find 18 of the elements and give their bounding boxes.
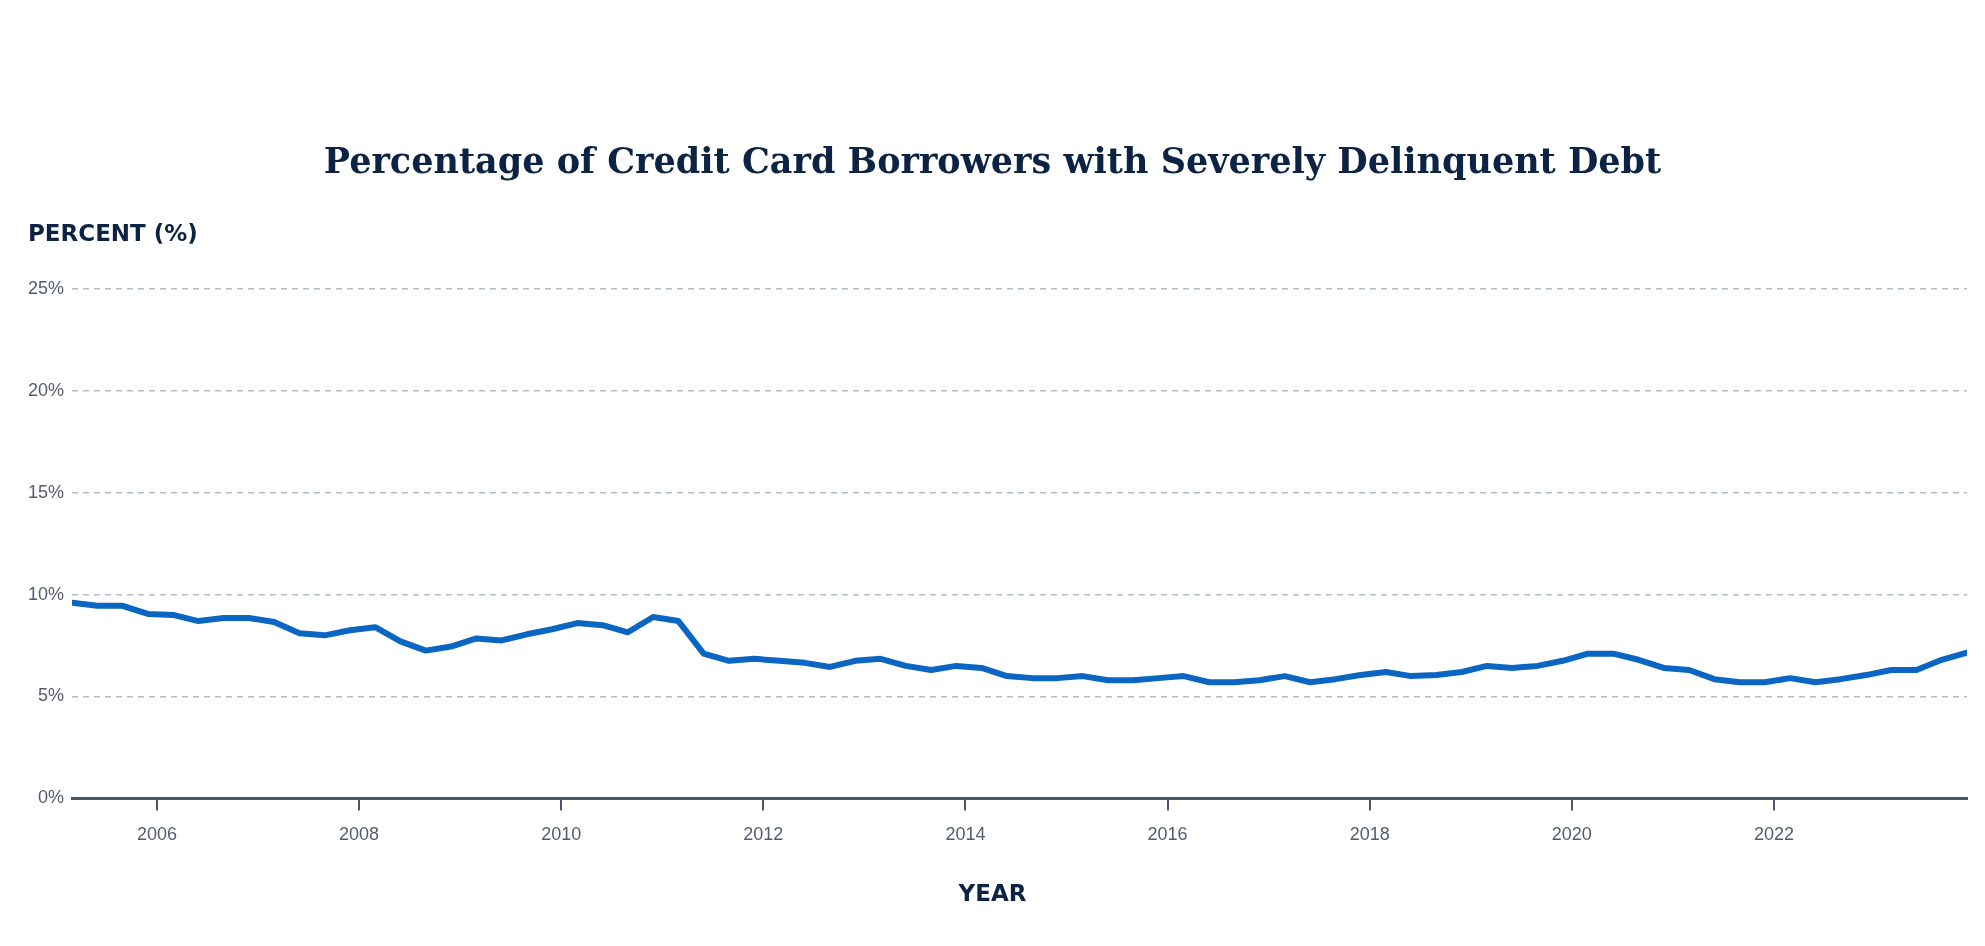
x-tick-label: 2008 [339,824,380,845]
chart-title: Percentage of Credit Card Borrowers with Severely Delinquent Debt [322,140,1663,181]
y-tick-label: 25% [28,277,65,298]
x-tick-label: 2012 [743,824,784,845]
x-tick-label: 2018 [1349,824,1390,845]
x-tick-label: 2014 [945,824,986,845]
y-tick-label: 15% [28,481,65,502]
x-tick-label: 2006 [136,824,177,845]
y-tick-label: 10% [28,583,65,604]
x-tick-label: 2016 [1147,824,1188,845]
y-tick-label: 0% [38,787,65,808]
y-axis-title: PERCENT (%) [28,220,198,246]
y-tick-label: 20% [28,379,65,400]
x-axis-title: YEAR [957,880,1028,906]
x-tick-label: 2010 [541,824,582,845]
x-tick-label: 2022 [1753,824,1794,845]
x-tick-label: 2020 [1551,824,1592,845]
y-tick-label: 5% [38,685,65,706]
